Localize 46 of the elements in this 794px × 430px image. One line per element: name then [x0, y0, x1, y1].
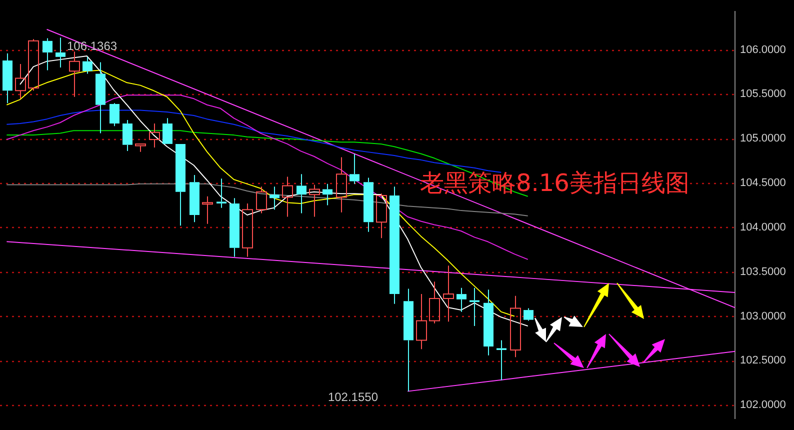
candlestick — [456, 287, 466, 312]
candlestick — [429, 281, 440, 324]
y-tick-label: 102.0000 — [740, 399, 786, 412]
candlestick — [443, 265, 454, 322]
candlestick — [496, 340, 506, 381]
candlestick — [69, 51, 80, 98]
candlestick — [376, 193, 387, 239]
candlestick — [216, 178, 226, 208]
candlestick — [176, 144, 186, 226]
y-tick-label: 105.5000 — [740, 88, 786, 100]
candlestick — [270, 186, 280, 210]
candlestick — [296, 174, 306, 214]
candlestick — [110, 102, 120, 127]
y-tick-label: 104.5000 — [740, 177, 786, 190]
candlestick — [242, 202, 253, 258]
candlestick — [309, 184, 320, 218]
candlestick — [322, 183, 332, 206]
candlestick — [122, 119, 132, 152]
y-tick-label: 104.0000 — [740, 221, 786, 234]
candlestick — [350, 153, 360, 184]
candlestick — [230, 198, 240, 258]
candlestick — [135, 143, 146, 152]
candlestick — [416, 294, 427, 350]
candlestick — [484, 289, 494, 356]
candlestick — [202, 196, 213, 224]
annotation: 102.1550 — [328, 390, 378, 404]
candlestick — [82, 56, 92, 74]
y-tick-label: 105.0000 — [740, 132, 786, 145]
y-tick-label: 102.5000 — [740, 354, 786, 367]
candlestick — [15, 64, 26, 100]
y-tick-label: 103.0000 — [740, 310, 786, 322]
candlestick — [96, 62, 106, 134]
candlestick — [364, 177, 374, 232]
candlestick — [56, 37, 66, 68]
candlestick — [42, 38, 52, 71]
candlestick — [390, 186, 400, 304]
y-tick-label: 106.0000 — [740, 44, 786, 56]
candlestick — [404, 288, 414, 392]
candlestick — [2, 52, 12, 104]
y-tick-label: 103.5000 — [740, 266, 786, 278]
candlestick — [149, 123, 160, 148]
candlestick — [162, 118, 172, 144]
candlestick — [190, 174, 200, 223]
candlestick — [510, 295, 521, 358]
candlestick — [282, 176, 293, 218]
candlestick — [336, 156, 347, 213]
